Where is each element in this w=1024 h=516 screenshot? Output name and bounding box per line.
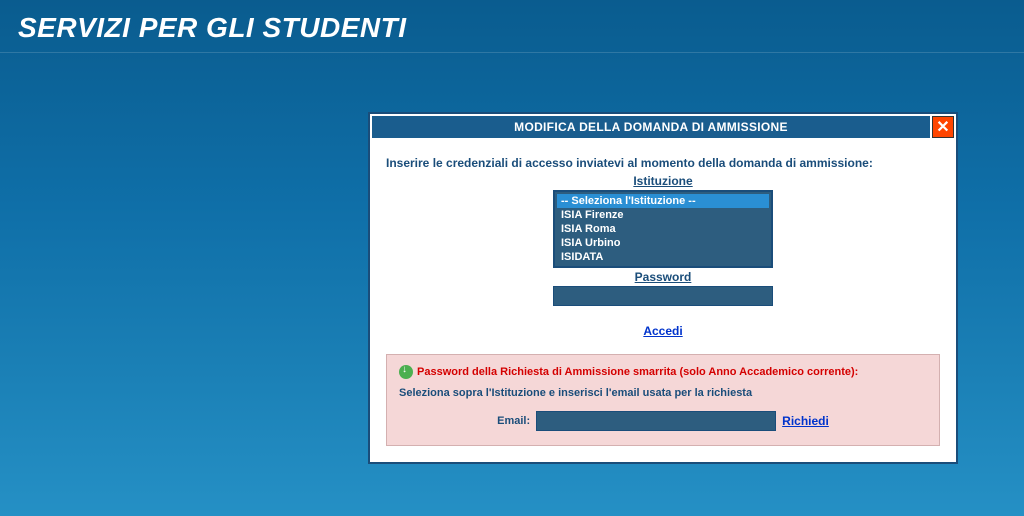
recovery-subtitle: Seleziona sopra l'Istituzione e inserisc… bbox=[399, 387, 927, 399]
email-row: Email: Richiedi bbox=[399, 411, 927, 431]
recovery-title: Password della Richiesta di Ammissione s… bbox=[417, 366, 858, 378]
select-option[interactable]: ISIA Firenze bbox=[557, 208, 769, 222]
email-input[interactable] bbox=[536, 411, 776, 431]
password-input[interactable] bbox=[553, 286, 773, 306]
select-option[interactable]: ISIDATA bbox=[557, 250, 769, 264]
modal-body: Inserire le credenziali di accesso invia… bbox=[372, 138, 954, 460]
admission-modal: MODIFICA DELLA DOMANDA DI AMMISSIONE ✕ I… bbox=[368, 112, 958, 464]
istituzione-label: Istituzione bbox=[386, 174, 940, 188]
page-title: SERVIZI PER GLI STUDENTI bbox=[0, 0, 1024, 53]
istituzione-select[interactable]: -- Seleziona l'Istituzione -- ISIA Firen… bbox=[553, 190, 773, 268]
select-option[interactable]: -- Seleziona l'Istituzione -- bbox=[557, 194, 769, 208]
accedi-link[interactable]: Accedi bbox=[643, 324, 682, 338]
password-recovery-box: Password della Richiesta di Ammissione s… bbox=[386, 354, 940, 446]
accedi-wrap: Accedi bbox=[386, 322, 940, 340]
close-icon[interactable]: ✕ bbox=[932, 116, 954, 138]
select-option[interactable]: ISIA Roma bbox=[557, 222, 769, 236]
instruction-text: Inserire le credenziali di accesso invia… bbox=[386, 156, 940, 170]
recovery-title-row: Password della Richiesta di Ammissione s… bbox=[399, 365, 927, 379]
modal-header: MODIFICA DELLA DOMANDA DI AMMISSIONE ✕ bbox=[372, 116, 954, 138]
richiedi-link[interactable]: Richiedi bbox=[782, 414, 829, 428]
password-label: Password bbox=[386, 270, 940, 284]
download-icon bbox=[399, 365, 413, 379]
modal-title: MODIFICA DELLA DOMANDA DI AMMISSIONE bbox=[372, 116, 930, 138]
email-label: Email: bbox=[497, 415, 530, 427]
select-option[interactable]: ISIA Urbino bbox=[557, 236, 769, 250]
